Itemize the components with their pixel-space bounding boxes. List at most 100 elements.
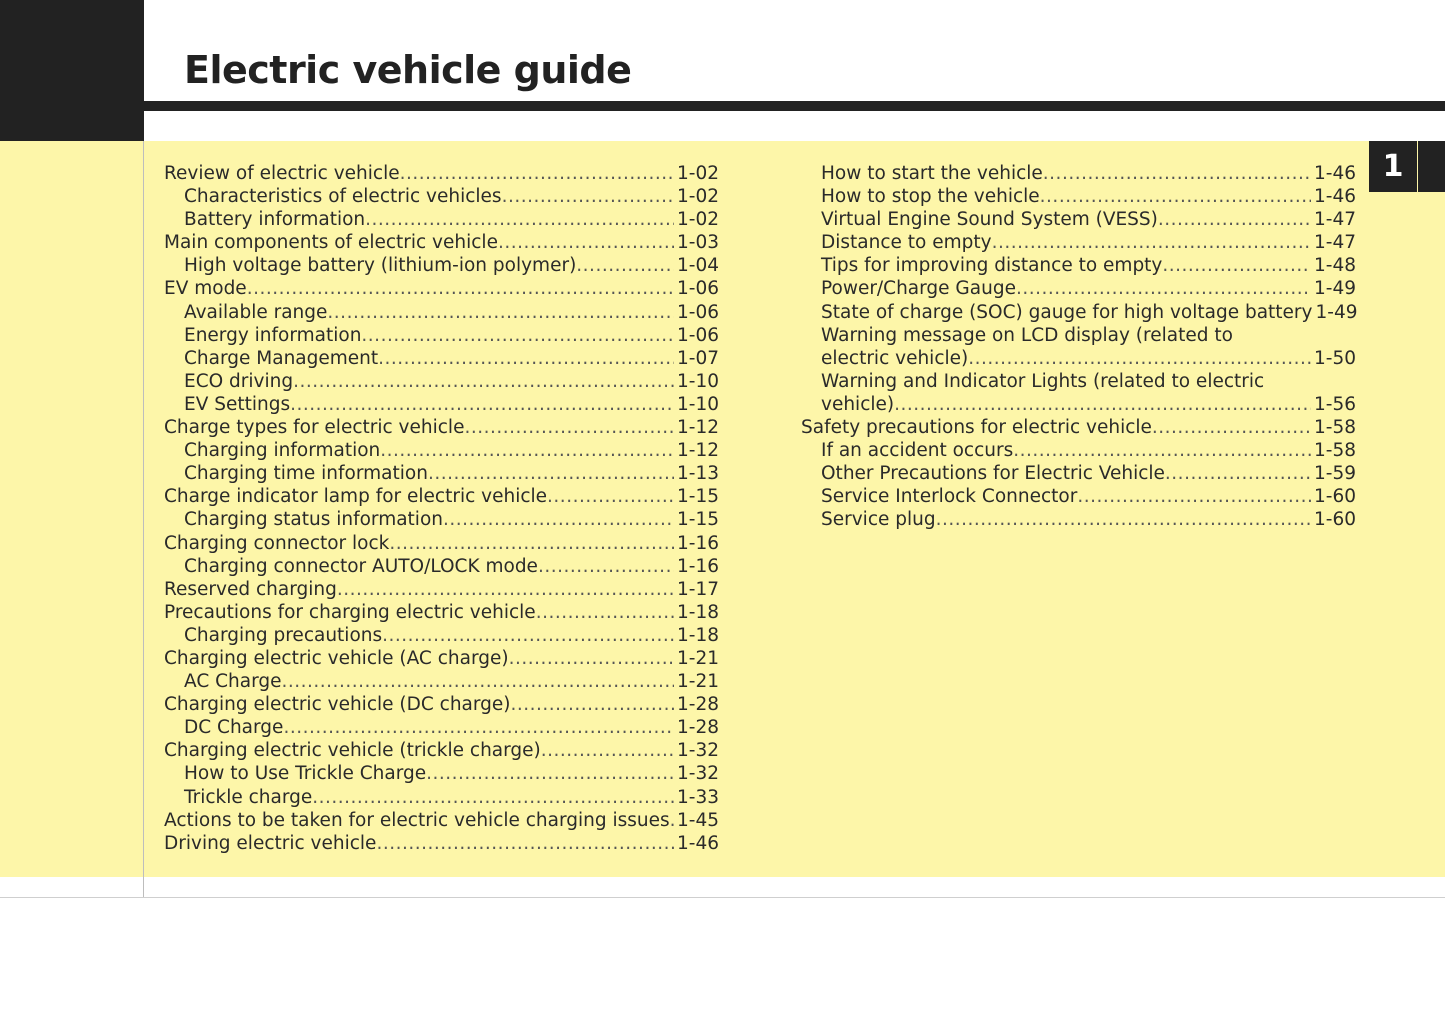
title-rule xyxy=(144,101,1445,111)
toc-entry-title: Main components of electric vehicle xyxy=(164,232,498,254)
toc-entry[interactable]: Available range 1-06 xyxy=(164,301,719,324)
corner-block xyxy=(0,0,144,141)
dot-leader xyxy=(1165,462,1311,485)
toc-entry[interactable]: Charge types for electric vehicle 1-12 xyxy=(164,416,719,439)
toc-entry-title: Charging status information xyxy=(184,509,443,531)
dot-leader xyxy=(426,762,674,785)
toc-entry[interactable]: Precautions for charging electric vehicl… xyxy=(164,601,719,624)
toc-entry-page: 1-48 xyxy=(1314,255,1356,277)
dot-leader xyxy=(547,485,674,508)
toc-entry[interactable]: Distance to empty 1-47 xyxy=(801,231,1356,254)
toc-entry-title: How to Use Trickle Charge xyxy=(184,763,427,785)
toc-entry[interactable]: Review of electric vehicle 1-02 xyxy=(164,162,719,185)
toc-entry[interactable]: Warning and Indicator Lights (related to… xyxy=(801,370,1356,393)
toc-entry-title: Tips for improving distance to empty xyxy=(821,255,1163,277)
dot-leader xyxy=(1162,254,1311,277)
toc-entry[interactable]: Reserved charging 1-17 xyxy=(164,578,719,601)
toc-entry[interactable]: State of charge (SOC) gauge for high vol… xyxy=(801,301,1358,324)
dot-leader xyxy=(312,786,674,809)
toc-entry[interactable]: Charging electric vehicle (AC charge) 1-2… xyxy=(164,647,719,670)
toc-entry-page: 1-49 xyxy=(1314,278,1356,300)
toc-entry-page: 1-58 xyxy=(1314,417,1356,439)
toc-entry[interactable]: Warning message on LCD display (related … xyxy=(801,324,1356,347)
toc-entry[interactable]: Other Precautions for Electric Vehicle 1-… xyxy=(801,462,1356,485)
dot-leader xyxy=(247,277,674,300)
toc-entry-page: 1-06 xyxy=(677,278,719,300)
toc-entry[interactable]: ECO driving 1-10 xyxy=(164,370,719,393)
toc-entry-page: 1-21 xyxy=(677,671,719,693)
toc-entry-page: 1-56 xyxy=(1314,393,1356,415)
toc-entry[interactable]: Charging precautions 1-18 xyxy=(164,624,719,647)
dot-leader xyxy=(378,347,674,370)
toc-entry-title: Charge types for electric vehicle xyxy=(164,417,465,439)
toc-entry[interactable]: AC Charge 1-21 xyxy=(164,670,719,693)
toc-entry[interactable]: electric vehicle) 1-50 xyxy=(801,347,1356,370)
toc-entry-title: Power/Charge Gauge xyxy=(821,278,1016,300)
toc-entry[interactable]: Charging connector lock 1-16 xyxy=(164,532,719,555)
dot-leader xyxy=(1152,416,1311,439)
toc-entry-title: Charging electric vehicle (DC charge) xyxy=(164,694,511,716)
toc-entry[interactable]: Charging electric vehicle (DC charge) 1-2… xyxy=(164,693,719,716)
toc-entry-page: 1-59 xyxy=(1314,463,1356,485)
dot-leader xyxy=(509,647,674,670)
toc-entry[interactable]: Charging information 1-12 xyxy=(164,439,719,462)
toc-entry[interactable]: vehicle) 1-56 xyxy=(801,393,1356,416)
toc-entry[interactable]: EV Settings 1-10 xyxy=(164,393,719,416)
toc-entry[interactable]: How to Use Trickle Charge 1-32 xyxy=(164,762,719,785)
bottom-rule xyxy=(0,897,1445,898)
toc-entry[interactable]: Charge Management 1-07 xyxy=(164,347,719,370)
toc-entry[interactable]: Main components of electric vehicle 1-03 xyxy=(164,231,719,254)
toc-entry[interactable]: Charge indicator lamp for electric vehic… xyxy=(164,485,719,508)
chapter-tab-edge xyxy=(1418,141,1445,192)
toc-entry[interactable]: Service Interlock Connector 1-60 xyxy=(801,485,1356,508)
toc-entry[interactable]: Driving electric vehicle 1-46 xyxy=(164,832,719,855)
dot-leader xyxy=(538,555,674,578)
toc-entry[interactable]: Virtual Engine Sound System (VESS) 1-47 xyxy=(801,208,1356,231)
toc-entry-page: 1-47 xyxy=(1314,209,1356,231)
dot-leader xyxy=(576,254,674,277)
toc-entry[interactable]: Characteristics of electric vehicles 1-02 xyxy=(164,185,719,208)
toc-entry-page: 1-12 xyxy=(677,417,719,439)
toc-entry-title: State of charge (SOC) gauge for high vol… xyxy=(821,301,1313,323)
toc-entry[interactable]: Charging status information 1-15 xyxy=(164,508,719,531)
toc-entry[interactable]: How to start the vehicle 1-46 xyxy=(801,162,1356,185)
toc-entry[interactable]: Charging electric vehicle (trickle charg… xyxy=(164,739,719,762)
toc-entry-page: 1-07 xyxy=(677,347,719,369)
toc-entry[interactable]: Charging connector AUTO/LOCK mode 1-16 xyxy=(164,555,719,578)
toc-entry[interactable]: How to stop the vehicle 1-46 xyxy=(801,185,1356,208)
toc-entry[interactable]: Service plug 1-60 xyxy=(801,508,1356,531)
toc-entry-page: 1-45 xyxy=(677,809,719,831)
toc-entry[interactable]: Trickle charge 1-33 xyxy=(164,786,719,809)
dot-leader xyxy=(382,624,674,647)
dot-leader xyxy=(1040,185,1311,208)
toc-entry-page: 1-10 xyxy=(677,393,719,415)
toc-entry-title: Characteristics of electric vehicles xyxy=(184,186,502,208)
toc-entry[interactable]: Energy information 1-06 xyxy=(164,324,719,347)
toc-entry-page: 1-60 xyxy=(1314,486,1356,508)
dot-leader xyxy=(293,370,674,393)
toc-entry[interactable]: If an accident occurs 1-58 xyxy=(801,439,1356,462)
toc-entry-page: 1-15 xyxy=(677,509,719,531)
chapter-tab[interactable]: 1 xyxy=(1369,141,1417,192)
toc-entry-page: 1-50 xyxy=(1314,347,1356,369)
toc-entry-title: Charging information xyxy=(184,440,381,462)
toc-entry-page: 1-58 xyxy=(1314,440,1356,462)
toc-entry[interactable]: Actions to be taken for electric vehicle… xyxy=(164,809,719,832)
toc-entry-page: 1-21 xyxy=(677,647,719,669)
toc-entry[interactable]: Tips for improving distance to empty 1-48 xyxy=(801,254,1356,277)
toc-entry-title: Review of electric vehicle xyxy=(164,163,400,184)
toc-entry-title: Charging electric vehicle (AC charge) xyxy=(164,647,509,669)
dot-leader xyxy=(502,185,674,208)
toc-entry-page: 1-10 xyxy=(677,370,719,392)
toc-entry-title: Charging electric vehicle (trickle charg… xyxy=(164,740,541,762)
toc-entry-title: AC Charge xyxy=(184,671,282,693)
dot-leader xyxy=(541,739,674,762)
toc-entry[interactable]: Safety precautions for electric vehicle 1… xyxy=(801,416,1356,439)
toc-entry[interactable]: Battery information 1-02 xyxy=(164,208,719,231)
toc-entry[interactable]: DC Charge 1-28 xyxy=(164,716,719,739)
toc-entry[interactable]: EV mode 1-06 xyxy=(164,277,719,300)
toc-entry[interactable]: Charging time information 1-13 xyxy=(164,462,719,485)
toc-entry[interactable]: High voltage battery (lithium-ion polyme… xyxy=(164,254,719,277)
toc-entry[interactable]: Power/Charge Gauge 1-49 xyxy=(801,277,1356,300)
toc-entry-page: 1-04 xyxy=(677,255,719,277)
